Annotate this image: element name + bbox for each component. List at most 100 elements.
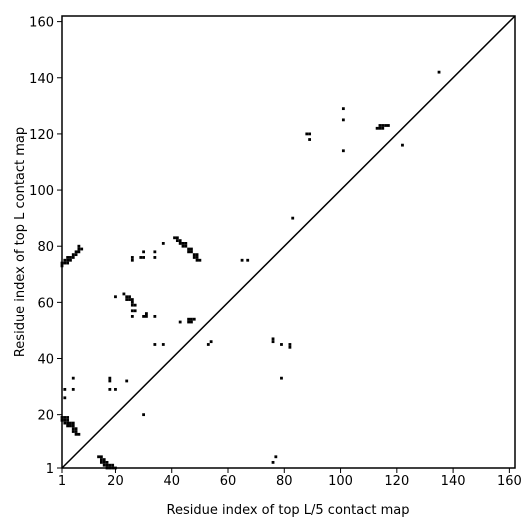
contact — [181, 244, 185, 248]
contact — [105, 463, 109, 467]
y-tick-label: 140 — [29, 72, 54, 87]
contact — [246, 258, 250, 262]
contact — [108, 379, 112, 383]
contact — [181, 242, 185, 245]
x-tick-label: 120 — [384, 474, 409, 489]
contact — [74, 432, 78, 436]
contact — [274, 455, 278, 459]
x-tick-label: 40 — [163, 474, 180, 489]
contact — [63, 258, 67, 262]
contact — [190, 317, 193, 321]
contact — [77, 244, 81, 248]
x-tick-label: 20 — [107, 474, 124, 489]
contact — [192, 253, 196, 257]
contact — [192, 256, 196, 259]
contact — [145, 312, 148, 315]
contact — [142, 256, 146, 259]
y-tick-label: 100 — [29, 184, 54, 199]
contact — [187, 320, 191, 324]
contact — [71, 424, 75, 428]
y-tick-label: 60 — [37, 296, 54, 311]
x-tick-label: 160 — [497, 474, 522, 489]
contact — [71, 387, 75, 391]
contact — [60, 418, 64, 422]
contact — [184, 242, 188, 245]
contact — [77, 247, 81, 251]
contact — [133, 303, 137, 307]
contact — [77, 250, 81, 254]
contact — [288, 343, 292, 346]
contact — [139, 256, 143, 259]
contact — [63, 416, 67, 419]
contact — [378, 124, 382, 127]
contact — [99, 460, 103, 464]
contact — [175, 239, 179, 242]
contact — [71, 253, 75, 257]
contact — [130, 258, 134, 262]
contact — [153, 256, 157, 259]
contact — [125, 298, 129, 301]
contact — [153, 314, 157, 318]
contact — [341, 107, 345, 111]
contact — [280, 343, 283, 346]
contact — [341, 118, 345, 122]
contact — [130, 303, 134, 307]
y-axis-label: Residue index of top L contact map — [13, 127, 28, 357]
contact — [240, 258, 244, 262]
contact — [161, 242, 165, 245]
contact — [108, 376, 112, 380]
contact — [102, 460, 106, 464]
contact — [66, 421, 70, 425]
y-tick-label: 1 — [46, 462, 54, 477]
contact — [71, 430, 75, 433]
contact — [114, 295, 117, 299]
contact — [209, 340, 213, 344]
contact — [271, 340, 275, 344]
contact — [69, 258, 72, 262]
contact — [142, 413, 146, 417]
contact — [63, 421, 67, 425]
contact — [153, 250, 157, 254]
x-tick-label: 80 — [276, 474, 293, 489]
contact — [375, 126, 379, 130]
x-tick-label: 140 — [441, 474, 466, 489]
contact — [74, 253, 78, 257]
contact — [206, 343, 210, 346]
contact — [288, 345, 292, 349]
plot-frame — [61, 15, 516, 469]
contact — [66, 416, 70, 419]
contact — [142, 250, 146, 254]
contact — [97, 455, 100, 459]
contact — [69, 424, 72, 428]
contact — [77, 432, 81, 436]
contact — [63, 387, 67, 391]
contact — [102, 458, 106, 461]
contact — [80, 247, 84, 251]
contact — [184, 244, 188, 248]
y-tick-label: 160 — [29, 16, 54, 31]
contact — [71, 427, 75, 431]
contact — [108, 387, 112, 391]
contact — [105, 466, 109, 470]
x-tick-label: 1 — [58, 474, 66, 489]
contact — [378, 126, 382, 130]
diagonal — [61, 15, 516, 469]
x-axis-label: Residue index of top L/5 contact map — [167, 503, 410, 518]
y-tick-label: 20 — [37, 409, 54, 424]
contact — [125, 379, 129, 383]
contact — [308, 132, 312, 136]
contact — [108, 466, 112, 470]
contact — [341, 149, 345, 153]
contact — [280, 376, 283, 380]
contact — [114, 466, 117, 470]
contact — [190, 250, 193, 254]
contact — [437, 70, 441, 74]
contact — [128, 298, 131, 301]
contact — [74, 427, 78, 431]
contact — [99, 458, 103, 461]
contact — [63, 396, 67, 400]
contact — [178, 320, 182, 324]
contact — [108, 463, 112, 467]
contact — [130, 314, 134, 318]
contact — [63, 261, 67, 265]
